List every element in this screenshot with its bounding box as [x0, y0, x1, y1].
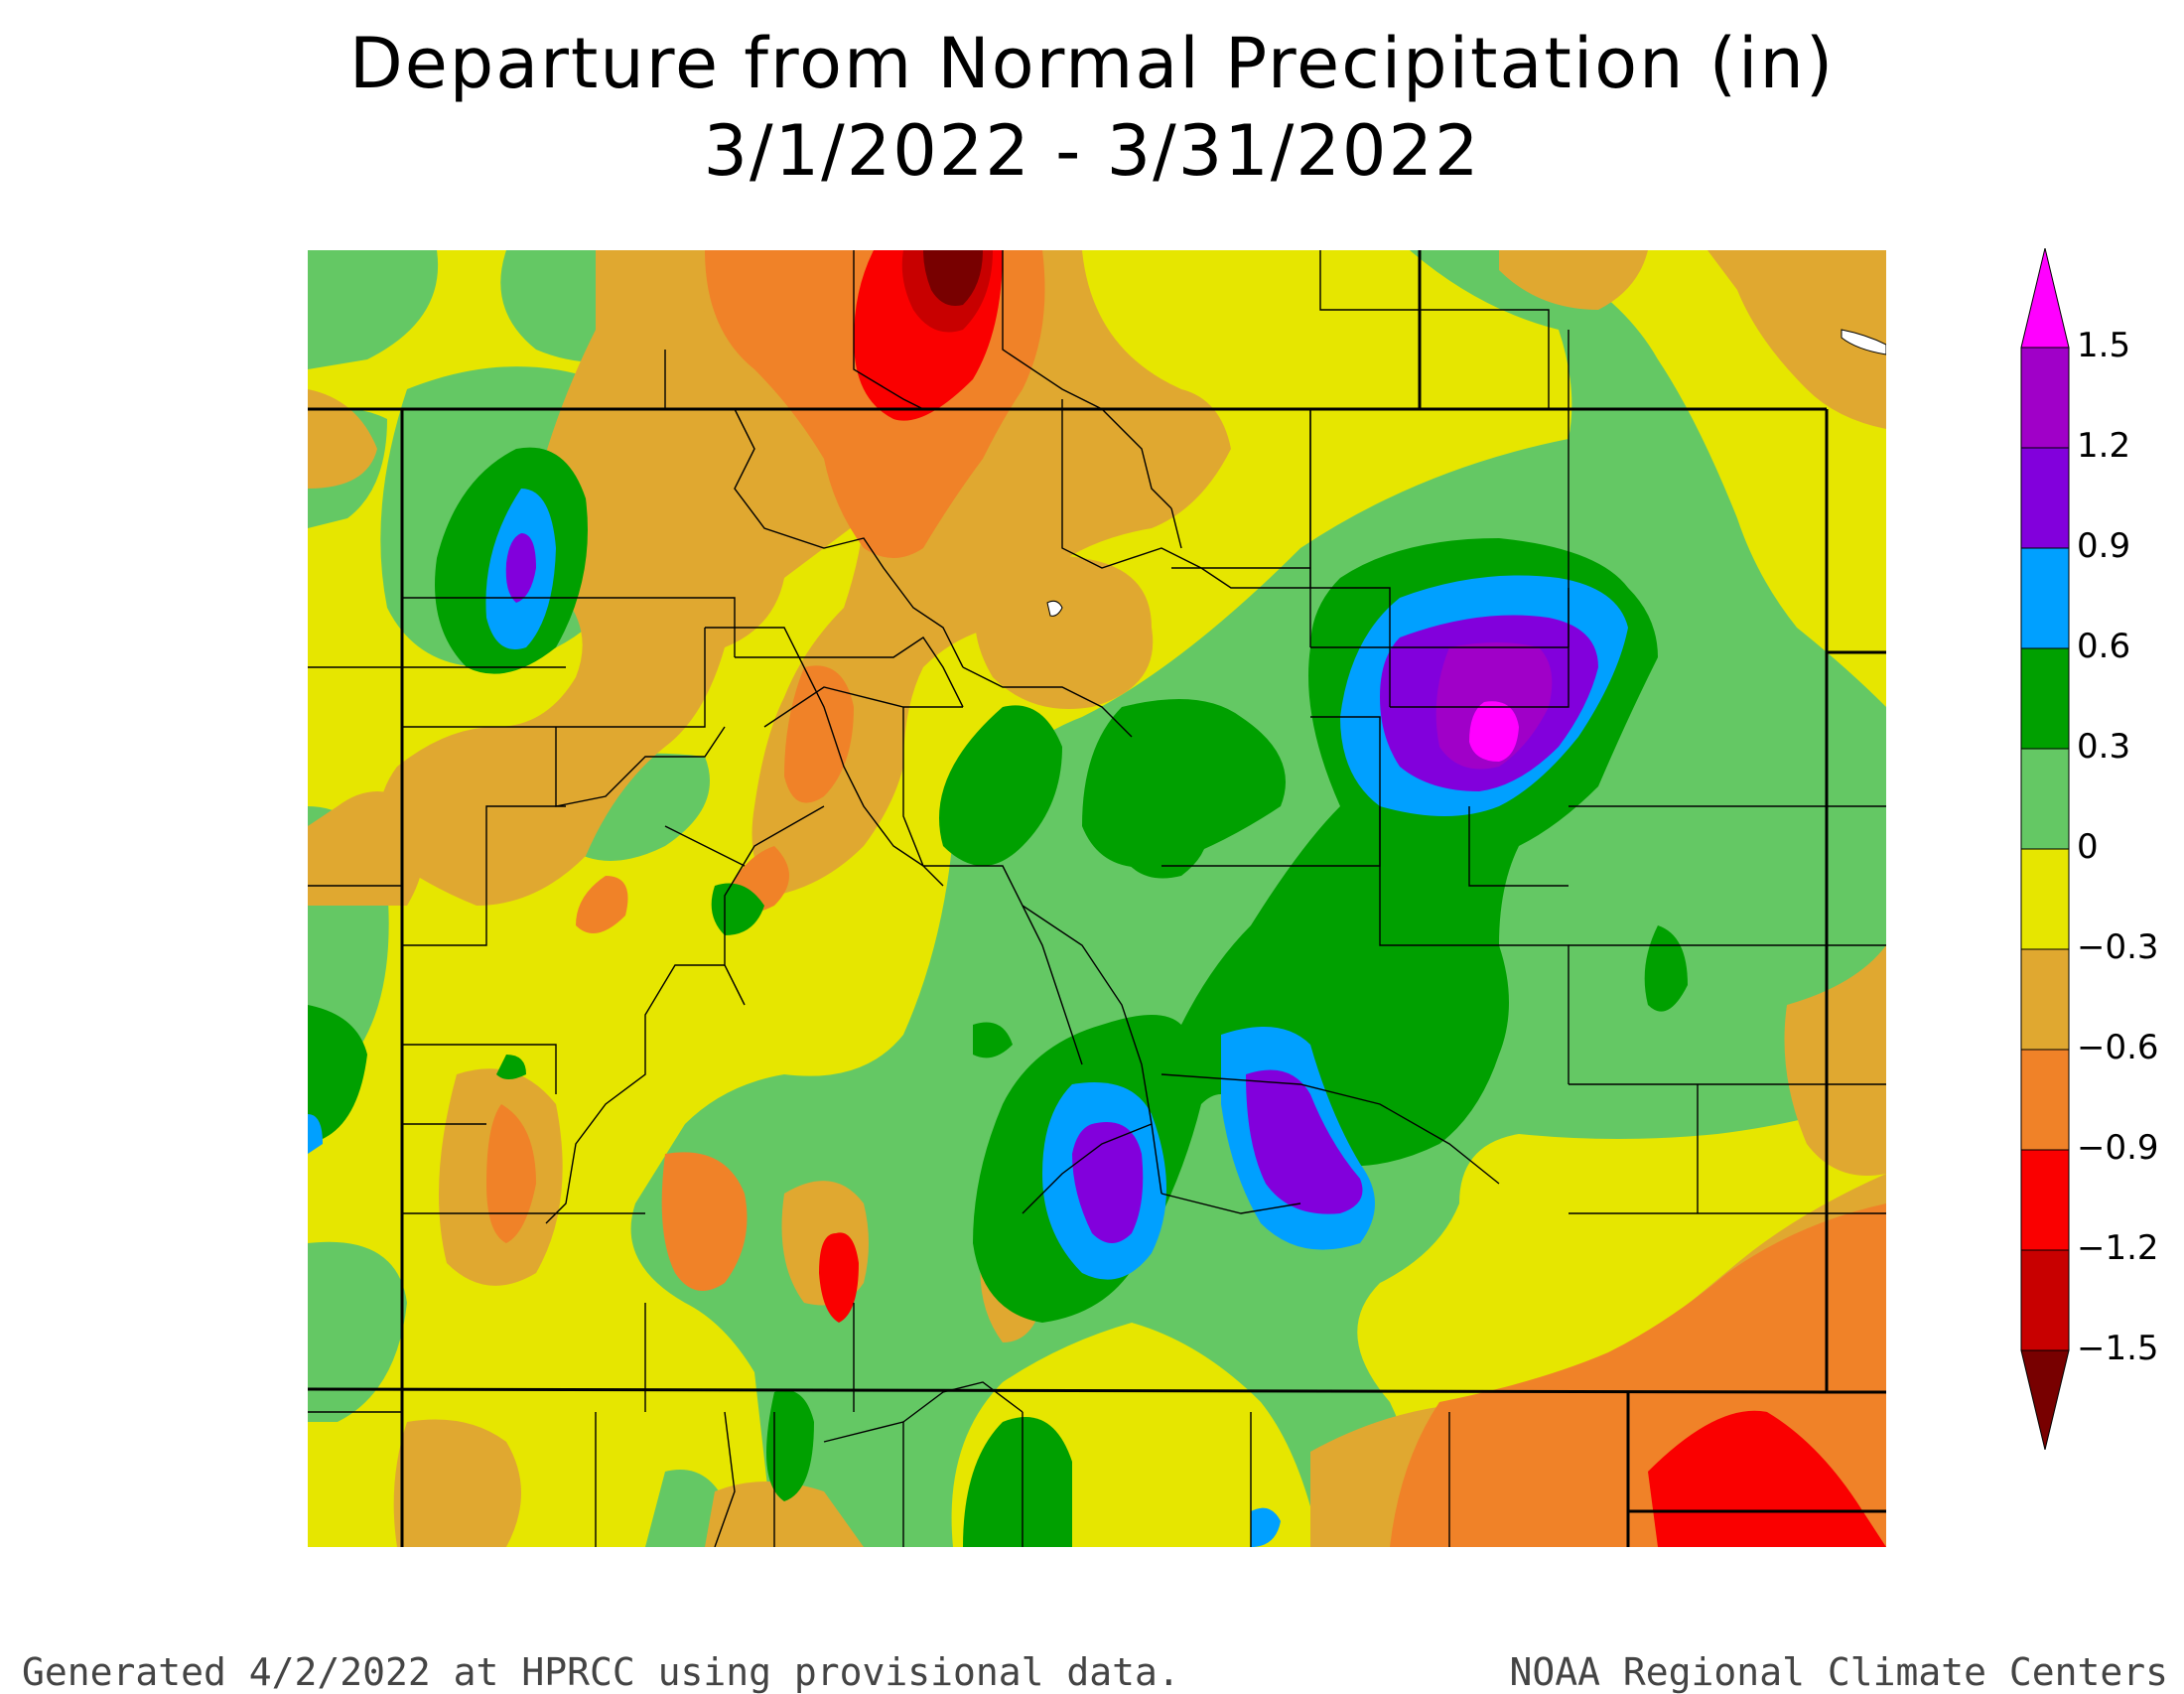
footer-generated-note: Generated 4/2/2022 at HPRCC using provis… [22, 1650, 1180, 1694]
legend-swatch-top [2020, 248, 2070, 349]
lakes [1046, 329, 1886, 617]
legend-tick-label: −0.9 [2077, 1128, 2159, 1168]
map-title: Departure from Normal Precipitation (in)… [0, 20, 2184, 195]
color-scale-legend [2020, 248, 2070, 1450]
title-line-2: 3/1/2022 - 3/31/2022 [703, 110, 1481, 192]
legend-swatch [2020, 948, 2070, 1051]
legend-tick-label: 0.6 [2077, 627, 2131, 666]
legend-tick-label: −0.6 [2077, 1028, 2159, 1067]
legend-swatch [2020, 748, 2070, 850]
legend-swatch [2020, 1249, 2070, 1351]
legend-tick-label: 0.3 [2077, 727, 2131, 767]
state-boundaries [308, 250, 1886, 1547]
legend-tick-label: 1.2 [2077, 426, 2131, 466]
legend-swatch [2020, 1049, 2070, 1151]
legend-tick-label: −0.3 [2077, 927, 2159, 967]
legend-swatch [2020, 1149, 2070, 1251]
footer-credit: NOAA Regional Climate Centers [1509, 1650, 2168, 1694]
legend-tick-label: −1.5 [2077, 1329, 2159, 1368]
legend-swatch [2020, 848, 2070, 950]
legend-swatch [2020, 547, 2070, 649]
legend-swatch [2020, 347, 2070, 449]
legend-tick-label: 1.5 [2077, 326, 2131, 365]
legend-tick-label: −1.2 [2077, 1228, 2159, 1268]
title-line-1: Departure from Normal Precipitation (in) [348, 23, 1836, 104]
legend-swatch-bottom [2020, 1349, 2070, 1450]
legend-swatch [2020, 447, 2070, 549]
legend-tick-label: 0 [2077, 827, 2099, 867]
legend-swatch [2020, 647, 2070, 750]
contour-above-1.5 [1469, 701, 1519, 762]
contour-below-neg1.5 [923, 250, 983, 306]
legend-tick-label: 0.9 [2077, 526, 2131, 566]
precipitation-departure-map [308, 250, 1886, 1547]
